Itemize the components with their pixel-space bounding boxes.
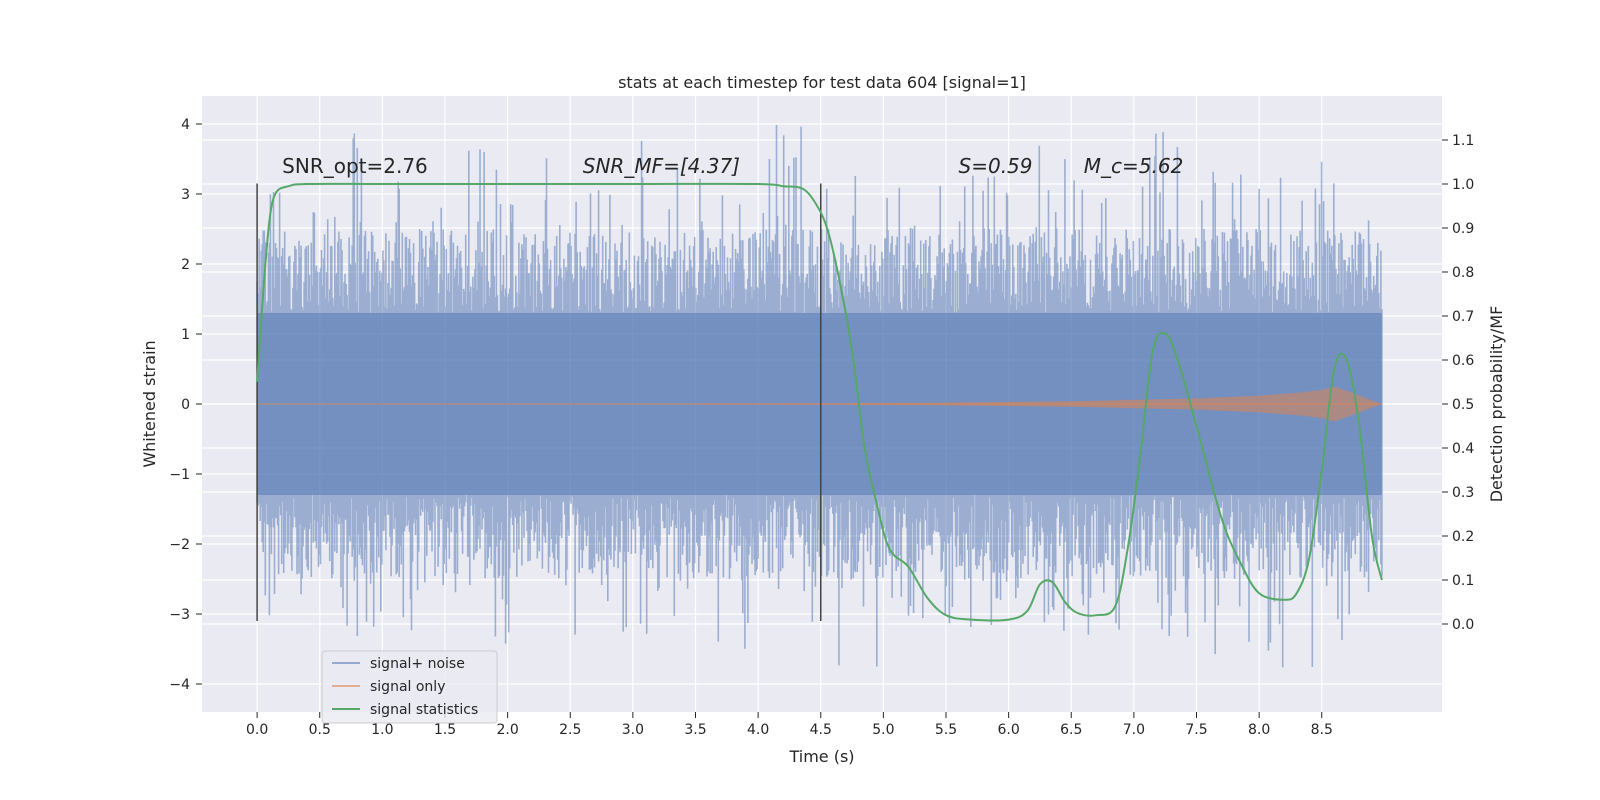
x-tick-label: 1.0 bbox=[371, 722, 393, 738]
x-tick-label: 0.5 bbox=[309, 722, 331, 738]
x-tick-label: 7.0 bbox=[1123, 722, 1145, 738]
y-right-tick-label: 0.3 bbox=[1452, 485, 1474, 501]
x-axis-label: Time (s) bbox=[788, 747, 854, 766]
legend-label-statistics: signal statistics bbox=[370, 702, 478, 718]
y-left-tick-label: 2 bbox=[181, 257, 190, 273]
x-tick-label: 5.5 bbox=[935, 722, 957, 738]
annotation-snr-opt: SNR_opt=2.76 bbox=[282, 154, 428, 178]
x-tick-label: 4.0 bbox=[747, 722, 769, 738]
y-right-tick-label: 0.8 bbox=[1452, 265, 1474, 281]
x-tick-label: 6.0 bbox=[997, 722, 1019, 738]
legend-label-noise: signal+ noise bbox=[370, 656, 465, 672]
y-right-tick-label: 0.6 bbox=[1452, 353, 1474, 369]
annotation-s: S=0.59 bbox=[959, 154, 1033, 178]
y-right-tick-label: 0.2 bbox=[1452, 529, 1474, 545]
x-tick-label: 2.0 bbox=[496, 722, 518, 738]
legend-box bbox=[321, 650, 498, 724]
y-left-tick-label: −2 bbox=[169, 537, 190, 553]
y-left-tick-label: −1 bbox=[169, 467, 190, 483]
signal-only-series bbox=[257, 386, 1382, 422]
x-tick-label: 1.5 bbox=[434, 722, 456, 738]
legend: signal+ noise signal only signal statist… bbox=[321, 650, 498, 724]
y-left-tick-label: −3 bbox=[169, 607, 190, 623]
y-right-tick-label: 0.7 bbox=[1452, 309, 1474, 325]
x-tick-label: 5.0 bbox=[872, 722, 894, 738]
x-tick-label: 7.5 bbox=[1185, 722, 1207, 738]
y-right-tick-label: 0.5 bbox=[1452, 397, 1474, 413]
y-left-tick-label: 4 bbox=[181, 117, 190, 133]
vertical-markers bbox=[256, 183, 822, 621]
x-tick-label: 3.5 bbox=[684, 722, 706, 738]
x-tick-label: 2.5 bbox=[559, 722, 581, 738]
y-right-tick-label: 0.1 bbox=[1452, 573, 1474, 589]
x-tick-label: 4.5 bbox=[810, 722, 832, 738]
y-left-tick-label: 0 bbox=[181, 397, 190, 413]
y-left-axis-label: Whitened strain bbox=[140, 340, 159, 467]
y-right-tick-label: 1.0 bbox=[1452, 177, 1474, 193]
y-left-tick-label: −4 bbox=[169, 677, 190, 693]
statistics-line bbox=[256, 182, 1383, 622]
y-right-axis-ticks: 0.0 0.1 0.2 0.3 0.4 0.5 0.6 0.7 0.8 0.9 1.0 1.1 bbox=[1442, 133, 1474, 633]
y-left-tick-label: 3 bbox=[181, 187, 190, 203]
annotation-snr-mf: SNR_MF=[4.37] bbox=[583, 154, 740, 178]
x-tick-label: 8.5 bbox=[1311, 722, 1333, 738]
annotation-mc: M_c=5.62 bbox=[1084, 154, 1184, 178]
x-axis-ticks: 0.0 0.5 1.0 1.5 2.0 2.5 3.0 3.5 4.0 4.5 5.0 5.5 6.0 6… bbox=[246, 712, 1333, 738]
y-right-tick-label: 1.1 bbox=[1452, 133, 1474, 149]
legend-label-signal: signal only bbox=[370, 679, 445, 695]
chart-title: stats at each timestep for test data 604… bbox=[618, 73, 1026, 92]
x-tick-label: 3.0 bbox=[622, 722, 644, 738]
y-right-tick-label: 0.4 bbox=[1452, 441, 1474, 457]
x-tick-label: 0.0 bbox=[246, 722, 268, 738]
y-right-axis-label: Detection probability/MF bbox=[1487, 306, 1506, 503]
y-left-axis-ticks: −4 −3 −2 −1 0 1 2 3 4 bbox=[169, 117, 202, 693]
y-right-tick-label: 0.9 bbox=[1452, 221, 1474, 237]
y-left-tick-label: 1 bbox=[181, 327, 190, 343]
x-tick-label: 6.5 bbox=[1060, 722, 1082, 738]
signal-statistics-series bbox=[256, 182, 1383, 622]
y-right-tick-label: 0.0 bbox=[1452, 617, 1474, 633]
x-tick-label: 8.0 bbox=[1248, 722, 1270, 738]
annotations: SNR_opt=2.76 SNR_MF=[4.37] S=0.59 M_c=5.… bbox=[282, 154, 1183, 178]
